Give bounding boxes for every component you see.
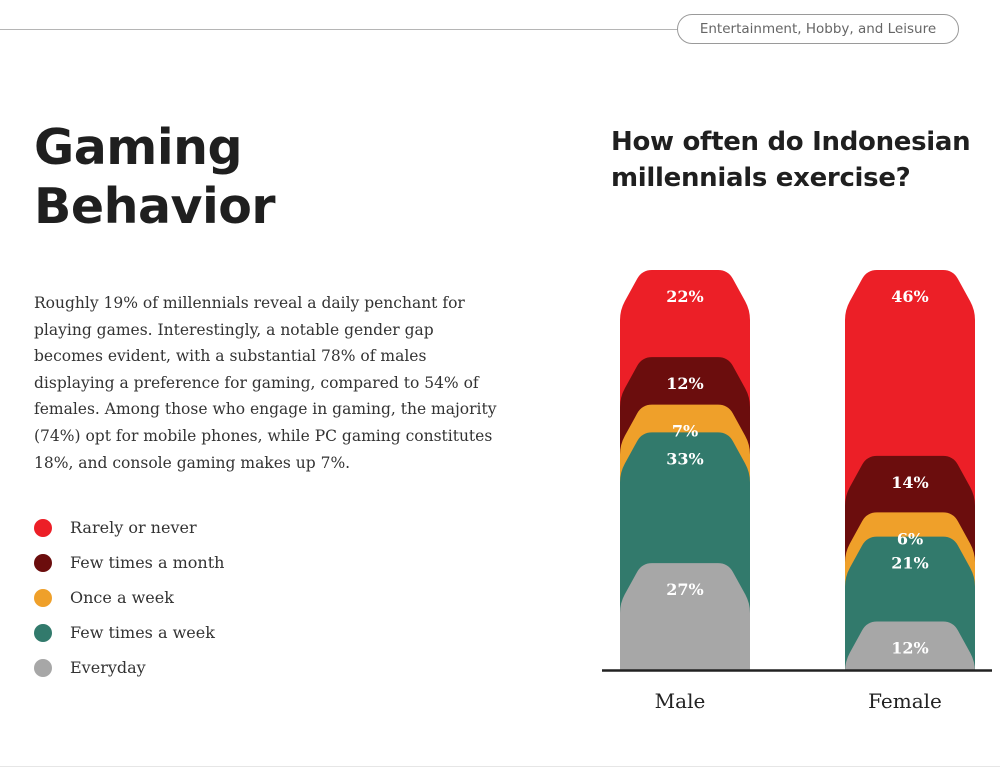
category-label: Female xyxy=(868,689,942,713)
page-title: Gaming Behavior xyxy=(34,119,276,235)
legend-item-everyday: Everyday xyxy=(34,650,224,685)
legend-label: Once a week xyxy=(70,588,174,607)
legend-swatch xyxy=(34,658,52,677)
body-paragraph: Roughly 19% of millennials reveal a dail… xyxy=(34,294,497,472)
legend-label: Few times a week xyxy=(70,623,215,642)
data-label: 27% xyxy=(666,580,703,599)
footer-rule xyxy=(0,766,1000,767)
chart-legend: Rarely or never Few times a month Once a… xyxy=(34,510,224,685)
legend-item-rarely-or-never: Rarely or never xyxy=(34,510,224,545)
data-label: 6% xyxy=(897,529,923,548)
legend-swatch xyxy=(34,623,52,642)
category-tag: Entertainment, Hobby, and Leisure xyxy=(677,14,959,44)
data-label: 14% xyxy=(891,473,928,492)
data-label: 12% xyxy=(891,639,928,658)
chart-title: How often do Indonesian millennials exer… xyxy=(611,127,971,193)
category-label: Male xyxy=(655,689,706,713)
data-label: 12% xyxy=(666,374,703,393)
legend-item-few-times-a-week: Few times a week xyxy=(34,615,224,650)
legend-swatch xyxy=(34,518,52,537)
legend-swatch xyxy=(34,588,52,607)
bar-female xyxy=(845,270,975,672)
data-label: 22% xyxy=(666,287,703,306)
legend-label: Everyday xyxy=(70,658,146,677)
bar-segment-male-everyday xyxy=(620,563,750,670)
legend-label: Rarely or never xyxy=(70,518,197,537)
bar-male xyxy=(620,270,750,670)
legend-item-few-times-a-month: Few times a month xyxy=(34,545,224,580)
data-label: 7% xyxy=(672,422,698,441)
bar-segment-female-everyday xyxy=(845,621,975,672)
data-label: 21% xyxy=(891,554,928,573)
data-label: 46% xyxy=(891,287,928,306)
legend-label: Few times a month xyxy=(70,553,225,572)
legend-item-once-a-week: Once a week xyxy=(34,580,224,615)
data-label: 33% xyxy=(666,449,703,468)
legend-swatch xyxy=(34,553,52,572)
header-rule xyxy=(0,29,690,30)
